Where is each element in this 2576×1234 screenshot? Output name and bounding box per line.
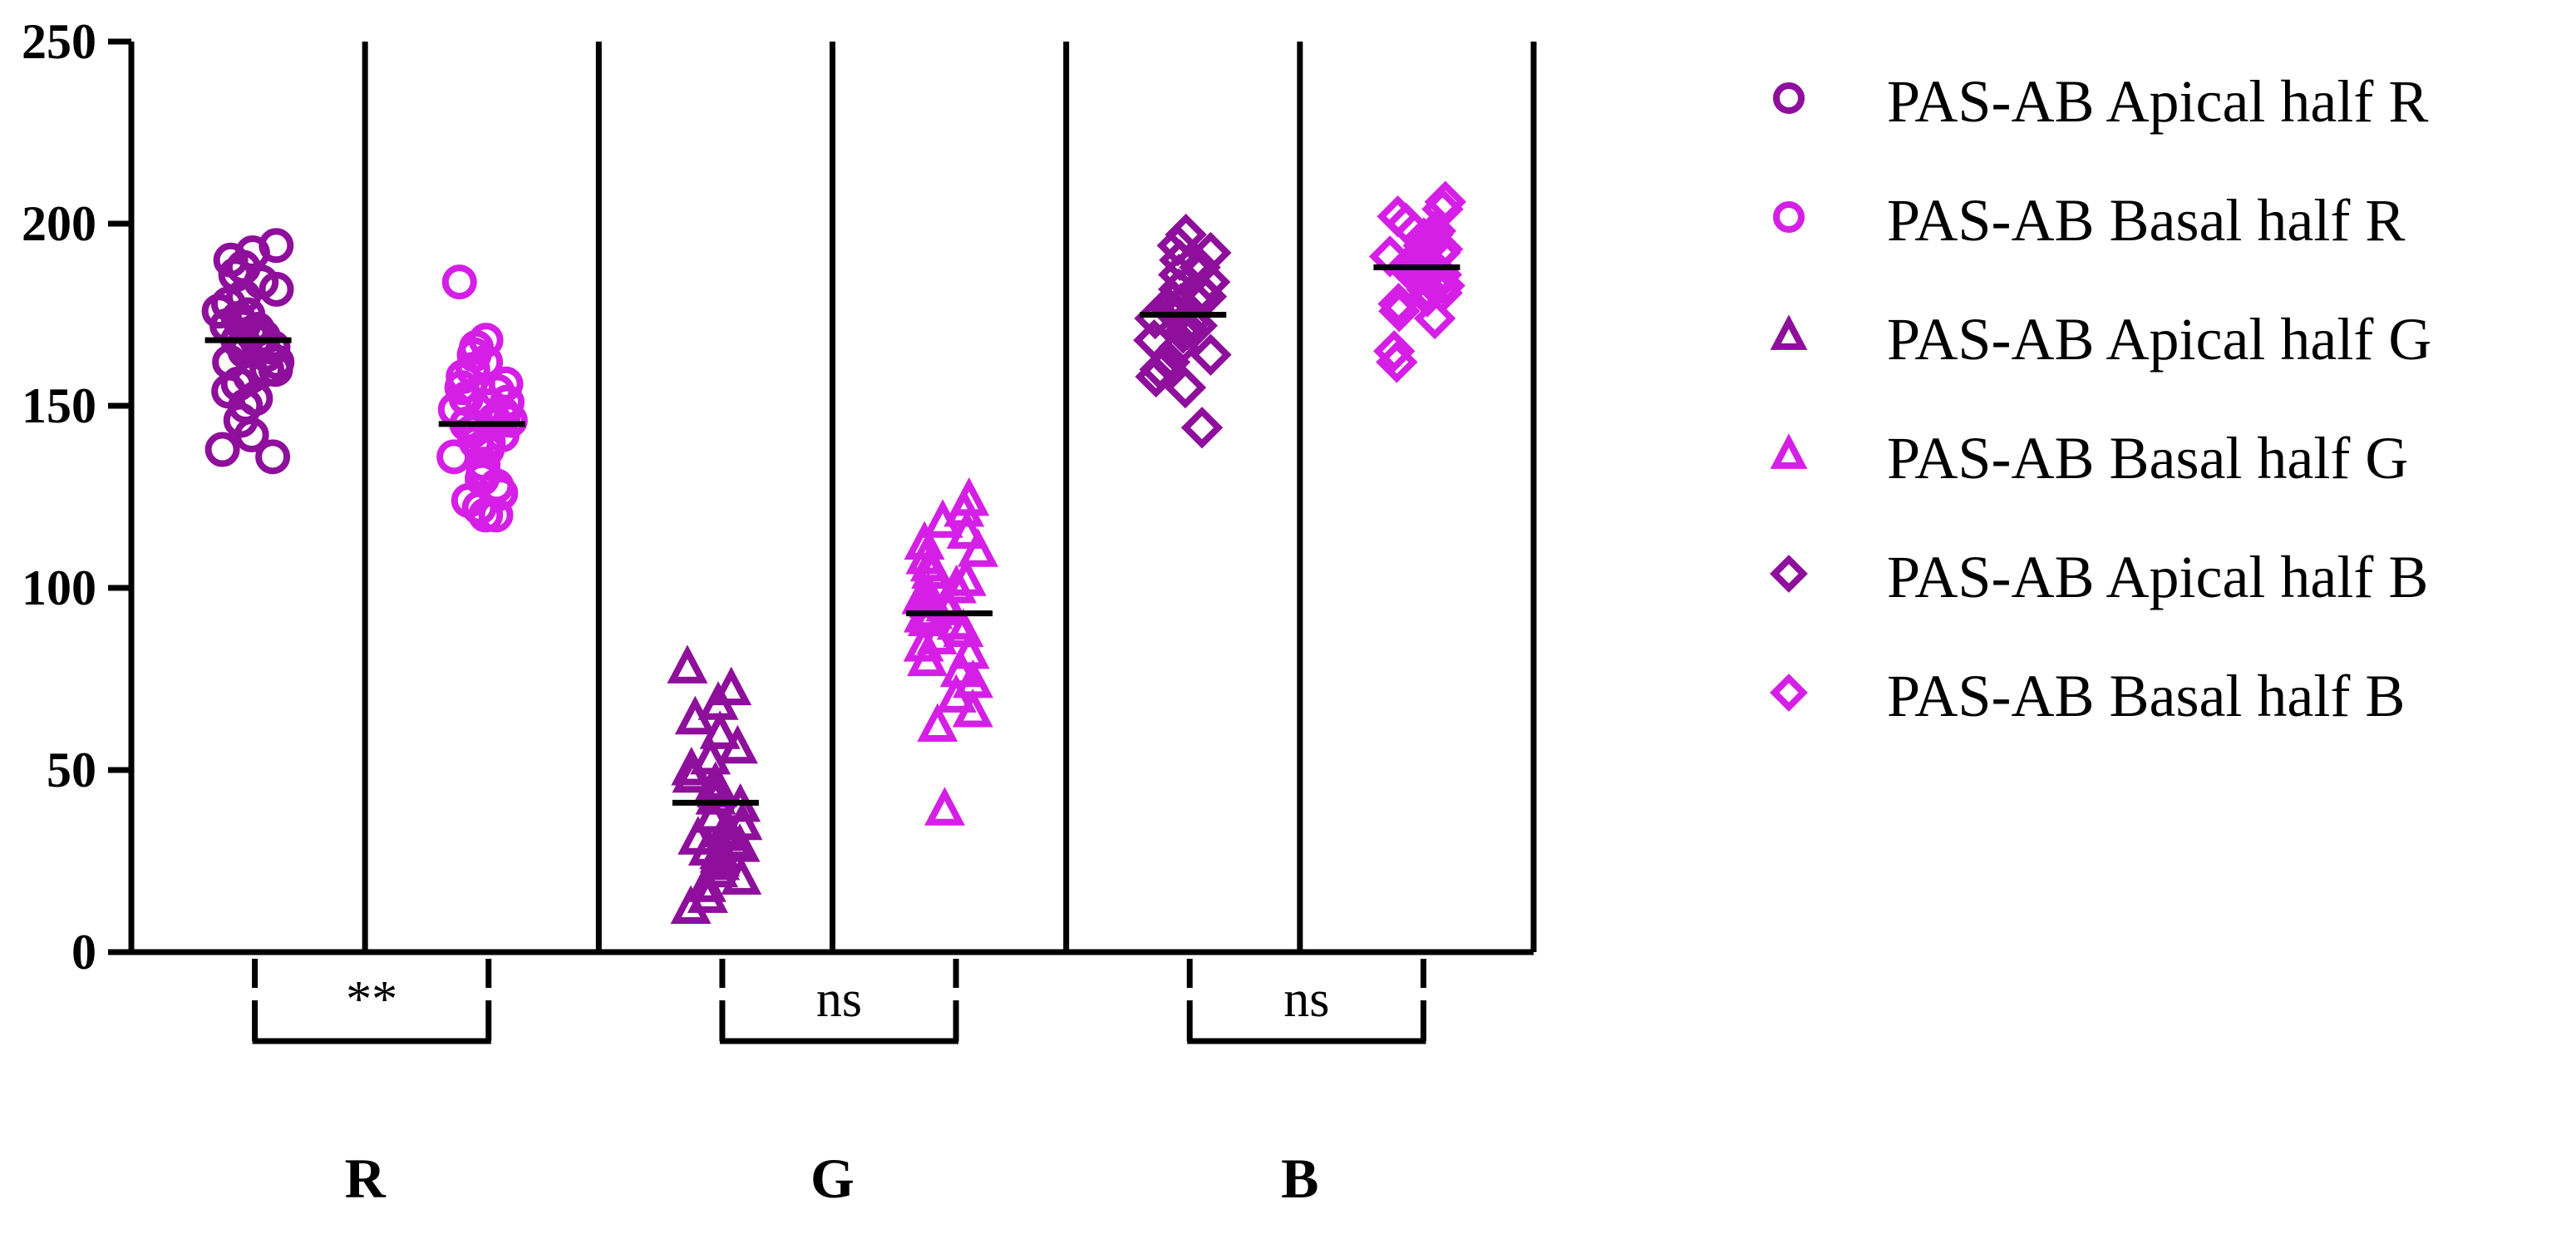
point-triangle [692, 793, 734, 833]
point-triangle [690, 735, 731, 775]
point-diamond [1373, 330, 1416, 373]
point-triangle [917, 703, 958, 742]
y-tick-label: 100 [22, 560, 96, 615]
point-triangle [958, 528, 999, 567]
point-diamond [1165, 213, 1207, 256]
y-tick-label: 150 [22, 378, 96, 433]
point-triangle [948, 629, 990, 669]
group-label: R [345, 1147, 387, 1210]
point-diamond [1188, 260, 1231, 304]
point-diamond [1139, 348, 1181, 391]
point-triangle [939, 648, 981, 688]
legend-item: PAS-AB Basal half R [1773, 187, 2405, 254]
point-triangle [677, 816, 719, 855]
point-triangle [711, 666, 752, 706]
point-diamond [1770, 674, 1808, 712]
point-triangle [945, 557, 987, 596]
point-triangle [948, 476, 990, 516]
y-tick-label: 200 [22, 196, 96, 251]
comparison-bracket: ** [252, 959, 492, 1044]
point-triangle [924, 787, 965, 826]
point-circle [468, 323, 504, 358]
significance-label: ns [1283, 971, 1329, 1028]
point-circle [1773, 201, 1805, 233]
point-circle [259, 228, 294, 264]
point-circle [213, 242, 249, 278]
series-points [1133, 213, 1232, 449]
point-triangle [722, 801, 763, 841]
series-points [436, 264, 528, 533]
point-diamond [1377, 195, 1419, 238]
significance-label: ** [346, 971, 397, 1028]
point-diamond [1180, 407, 1224, 449]
comparison-brackets: ** ns ns [252, 959, 1426, 1044]
point-triangle [908, 571, 949, 611]
point-circle [204, 432, 240, 467]
point-diamond [1189, 333, 1232, 376]
point-diamond [1770, 555, 1808, 593]
point-diamond [1368, 235, 1411, 278]
point-circle [488, 366, 524, 402]
point-diamond [1189, 231, 1232, 274]
legend-label: PAS-AB Apical half G [1887, 306, 2431, 373]
point-circle [255, 439, 291, 475]
point-triangle [903, 623, 944, 662]
point-diamond [1164, 366, 1207, 409]
series-points [667, 644, 763, 924]
point-diamond [1179, 246, 1221, 289]
legend-item: PAS-AB Basal half B [1770, 663, 2405, 729]
legend-label: PAS-AB Basal half G [1887, 425, 2408, 491]
legend-item: PAS-AB Apical half R [1773, 68, 2428, 135]
point-diamond [1156, 225, 1199, 267]
data-points [201, 180, 1466, 924]
comparison-bracket: ns [719, 959, 959, 1044]
point-diamond [1385, 202, 1427, 245]
point-triangle [904, 521, 945, 560]
group-label: G [810, 1147, 855, 1210]
legend-label: PAS-AB Apical half B [1887, 544, 2428, 610]
point-circle [441, 264, 477, 300]
y-tick-label: 0 [71, 925, 96, 980]
point-diamond [1424, 180, 1466, 223]
point-circle [1773, 82, 1805, 114]
legend-item: PAS-AB Basal half G [1770, 425, 2408, 491]
median-lines [204, 264, 1460, 806]
legend-label: PAS-AB Basal half B [1887, 663, 2405, 729]
group-label: B [1281, 1147, 1318, 1210]
point-triangle [1770, 314, 1808, 350]
legend-label: PAS-AB Basal half R [1887, 187, 2405, 254]
legend: PAS-AB Apical half R PAS-AB Basal half R P… [1770, 68, 2431, 729]
significance-label: ns [816, 971, 862, 1028]
axes: 0 50 100 150 200 250 R G B [22, 14, 1537, 1210]
series-points [1368, 180, 1466, 383]
legend-item: PAS-AB Apical half G [1770, 306, 2431, 373]
legend-item: PAS-AB Apical half B [1770, 544, 2428, 610]
point-triangle [667, 644, 708, 684]
y-tick-label: 250 [22, 14, 96, 69]
legend-label: PAS-AB Apical half R [1887, 68, 2428, 135]
y-tick-label: 50 [47, 743, 96, 797]
comparison-bracket: ns [1186, 959, 1426, 1044]
series-points [201, 228, 295, 475]
series-points [901, 476, 999, 826]
point-triangle [1770, 433, 1808, 469]
point-diamond [1148, 341, 1191, 383]
